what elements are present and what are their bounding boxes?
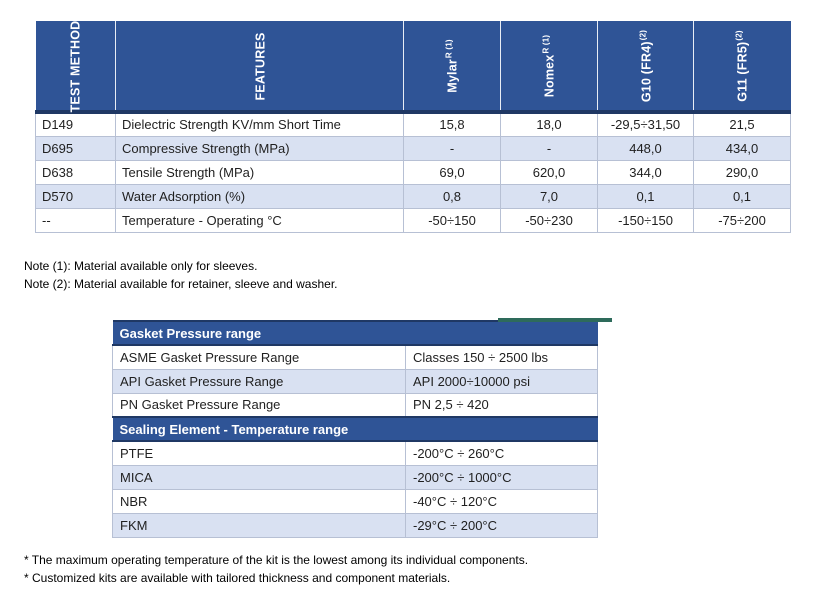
table-row: D149 Dielectric Strength KV/mm Short Tim… — [35, 111, 791, 137]
cell-value: -150÷150 — [597, 207, 694, 233]
cell-value: -50÷230 — [500, 207, 598, 233]
column-header-label: TEST METHOD — [68, 20, 83, 112]
cell-value: 21,5 — [693, 111, 791, 137]
column-header-nomex: NomexR (1) — [500, 21, 598, 114]
cell-value: -75÷200 — [693, 207, 791, 233]
column-header-features: FEATURES — [115, 21, 404, 114]
cell-test-method: D149 — [35, 111, 116, 137]
cell-test-method: D638 — [35, 159, 116, 185]
cell-value: -200°C ÷ 1000°C — [404, 464, 599, 490]
material-properties-table: TEST METHOD FEATURES MylarR (1) NomexR (… — [35, 20, 791, 233]
column-header-label: NomexR (1) — [541, 34, 557, 97]
cell-value: 15,8 — [403, 111, 501, 137]
cell-value: 69,0 — [403, 159, 501, 185]
column-header-mylar: MylarR (1) — [403, 21, 501, 114]
cell-test-method: D570 — [35, 183, 116, 209]
cell-value: 18,0 — [500, 111, 598, 137]
cell-label: NBR — [112, 488, 406, 514]
cell-value: -200°C ÷ 260°C — [404, 440, 599, 466]
cell-value: - — [500, 135, 598, 161]
cell-test-method: D695 — [35, 135, 116, 161]
table-row: API Gasket Pressure Range API 2000÷10000… — [112, 368, 599, 394]
cell-value: Classes 150 ÷ 2500 lbs — [404, 344, 599, 370]
green-accent-strip — [498, 318, 612, 322]
cell-value: 0,8 — [403, 183, 501, 209]
column-header-label: G10 (FR4)(2) — [637, 29, 654, 102]
table-row: D570 Water Adsorption (%) 0,8 7,0 0,1 0,… — [35, 183, 791, 209]
cell-value: 448,0 — [597, 135, 694, 161]
cell-label: PN Gasket Pressure Range — [112, 392, 406, 418]
cell-value: -29,5÷31,50 — [597, 111, 694, 137]
column-header-g10: G10 (FR4)(2) — [597, 21, 694, 114]
cell-label: PTFE — [112, 440, 406, 466]
cell-feature: Compressive Strength (MPa) — [115, 135, 404, 161]
cell-value: 0,1 — [693, 183, 791, 209]
page-footnotes: * The maximum operating temperature of t… — [24, 551, 528, 587]
column-header-label: MylarR (1) — [444, 38, 460, 93]
cell-value: -50÷150 — [403, 207, 501, 233]
section-header-gasket-pressure: Gasket Pressure range — [112, 320, 598, 346]
cell-value: 7,0 — [500, 183, 598, 209]
cell-value: -29°C ÷ 200°C — [404, 512, 599, 538]
cell-value: 0,1 — [597, 183, 694, 209]
section-header-sealing-element: Sealing Element - Temperature range — [112, 416, 598, 442]
table-row: MICA -200°C ÷ 1000°C — [112, 464, 599, 490]
table-row: PN Gasket Pressure Range PN 2,5 ÷ 420 — [112, 392, 599, 418]
table-row: PTFE -200°C ÷ 260°C — [112, 440, 599, 466]
column-header-test-method: TEST METHOD — [35, 20, 116, 114]
table-row: ASME Gasket Pressure Range Classes 150 ÷… — [112, 344, 599, 370]
cell-feature: Tensile Strength (MPa) — [115, 159, 404, 185]
cell-value: - — [403, 135, 501, 161]
cell-value: 290,0 — [693, 159, 791, 185]
footnote-line: * Customized kits are available with tai… — [24, 571, 451, 585]
cell-label: API Gasket Pressure Range — [112, 368, 406, 394]
column-header-label: G11 (FR5)(2) — [734, 29, 750, 102]
cell-label: MICA — [112, 464, 406, 490]
cell-label: ASME Gasket Pressure Range — [112, 344, 406, 370]
cell-value: 620,0 — [500, 159, 598, 185]
section-header-row: Gasket Pressure range — [112, 320, 598, 346]
table-row: D638 Tensile Strength (MPa) 69,0 620,0 3… — [35, 159, 791, 185]
cell-label: FKM — [112, 512, 406, 538]
column-header-g11: G11 (FR5)(2) — [693, 21, 791, 114]
table-row: NBR -40°C ÷ 120°C — [112, 488, 599, 514]
cell-value: API 2000÷10000 psi — [404, 368, 599, 394]
table-row: D695 Compressive Strength (MPa) - - 448,… — [35, 135, 791, 161]
table-row: FKM -29°C ÷ 200°C — [112, 512, 599, 538]
note-line: Note (2): Material available for retaine… — [24, 277, 338, 291]
cell-value: -40°C ÷ 120°C — [404, 488, 599, 514]
note-line: Note (1): Material available only for sl… — [24, 259, 258, 273]
footnote-line: * The maximum operating temperature of t… — [24, 553, 529, 567]
table-row: -- Temperature - Operating °C -50÷150 -5… — [35, 207, 791, 233]
cell-feature: Temperature - Operating °C — [115, 207, 404, 233]
table-notes: Note (1): Material available only for sl… — [24, 257, 338, 293]
table-header-row: TEST METHOD FEATURES MylarR (1) NomexR (… — [35, 20, 791, 114]
cell-value: PN 2,5 ÷ 420 — [404, 392, 599, 418]
cell-feature: Water Adsorption (%) — [115, 183, 404, 209]
cell-value: 344,0 — [597, 159, 694, 185]
section-header-row: Sealing Element - Temperature range — [112, 416, 598, 442]
cell-feature: Dielectric Strength KV/mm Short Time — [115, 111, 404, 137]
gasket-ranges-table: Gasket Pressure range ASME Gasket Pressu… — [112, 320, 599, 538]
cell-test-method: -- — [35, 207, 116, 233]
cell-value: 434,0 — [693, 135, 791, 161]
column-header-label: FEATURES — [253, 31, 268, 101]
